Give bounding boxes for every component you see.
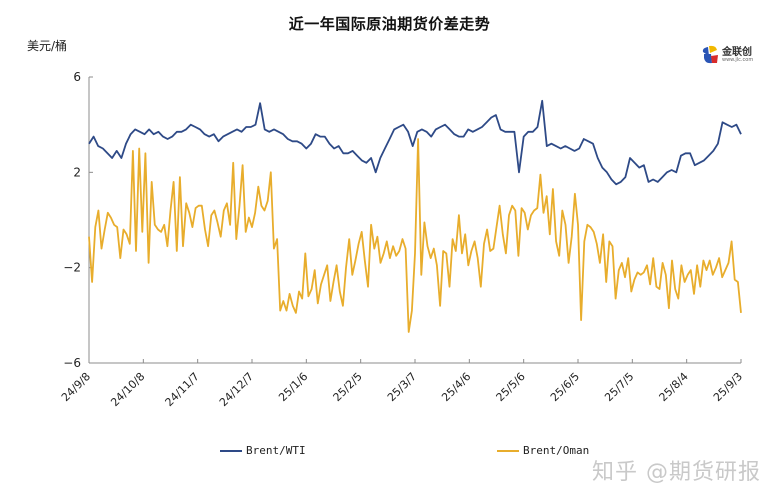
y-tick-label: −6 — [63, 356, 81, 370]
legend-label-brent-oman: Brent/Oman — [523, 444, 590, 457]
x-tick-label: 25/8/4 — [657, 370, 691, 404]
watermark: 知乎 @期货研报 — [592, 460, 761, 485]
x-tick-label: 24/12/7 — [217, 370, 256, 409]
legend-swatch-brent-wti — [220, 449, 242, 452]
x-tick-label: 25/9/3 — [711, 370, 745, 404]
x-tick-label: 25/4/6 — [439, 370, 473, 404]
chart-title: 近一年国际原油期货价差走势 — [288, 15, 491, 33]
x-tick-label: 24/10/8 — [108, 370, 147, 409]
x-tick-label: 25/2/5 — [331, 370, 365, 404]
x-tick-label: 25/3/7 — [385, 370, 419, 404]
series-line-brent-oman — [88, 138, 742, 333]
logo-url: www.jlc.com — [722, 57, 754, 63]
x-tick-label: 24/9/8 — [59, 370, 93, 404]
legend-item-brent-wti: Brent/WTI — [220, 444, 306, 457]
legend-label-brent-wti: Brent/WTI — [246, 444, 306, 457]
logo: 金联创 www.jlc.com — [700, 42, 762, 68]
x-tick-label: 25/6/5 — [548, 370, 582, 404]
y-tick-label: 6 — [73, 70, 81, 84]
x-tick-label: 24/11/7 — [163, 370, 202, 409]
logo-mark-icon — [702, 45, 718, 64]
series-lines — [88, 99, 742, 333]
y-axis-unit: 美元/桶 — [27, 39, 68, 53]
series-line-brent-wti — [88, 99, 742, 186]
y-tick-label: 2 — [73, 165, 81, 179]
x-tick-label: 25/5/6 — [494, 370, 528, 404]
logo-name: 金联创 — [722, 47, 752, 58]
legend-swatch-brent-oman — [497, 449, 519, 452]
x-tick-label: 25/7/5 — [602, 370, 636, 404]
legend-item-brent-oman: Brent/Oman — [497, 444, 589, 457]
y-tick-label: −2 — [63, 261, 81, 275]
x-tick-label: 25/1/6 — [276, 370, 310, 404]
